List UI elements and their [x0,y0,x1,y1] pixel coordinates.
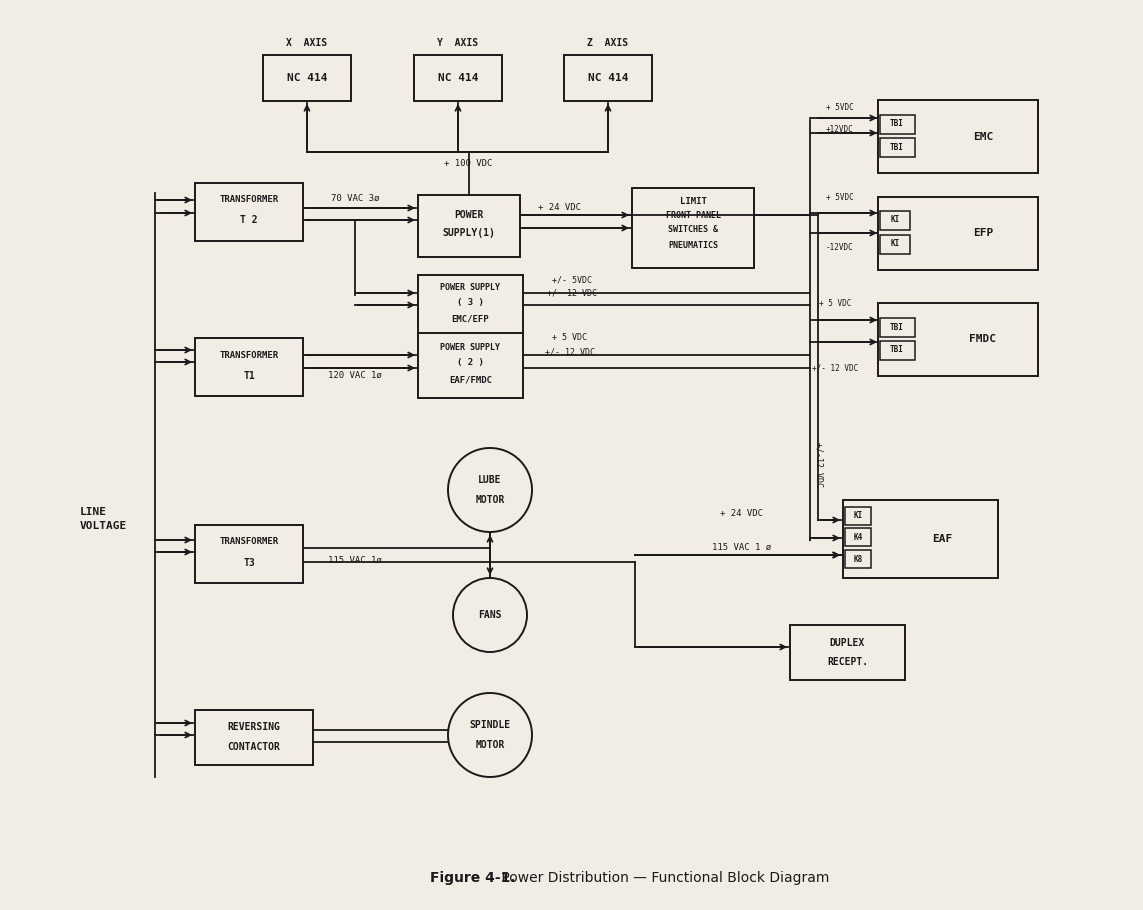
Bar [880,138,916,157]
Text: MOTOR: MOTOR [475,740,505,750]
Text: FANS: FANS [478,610,502,620]
Text: FMDC: FMDC [969,335,997,345]
Text: T3: T3 [243,558,255,568]
Text: LINE: LINE [80,507,107,517]
Text: EAF/FMDC: EAF/FMDC [449,376,491,385]
Text: VOLTAGE: VOLTAGE [80,521,127,531]
Bar [878,303,1038,376]
Text: +/- 5VDC: +/- 5VDC [552,276,592,285]
Text: Y  AXIS: Y AXIS [438,38,479,48]
Bar [844,500,998,578]
Text: ( 2 ): ( 2 ) [457,359,483,368]
Text: X  AXIS: X AXIS [287,38,328,48]
Bar [878,100,1038,173]
Text: NC 414: NC 414 [588,73,629,83]
Bar [195,525,303,583]
Text: KI: KI [890,239,900,248]
Text: + 100 VDC: + 100 VDC [443,158,493,167]
Bar [790,625,905,680]
Text: POWER SUPPLY: POWER SUPPLY [440,342,501,351]
Text: + 24 VDC: + 24 VDC [720,509,764,518]
Text: + 5VDC: + 5VDC [826,104,854,113]
Text: Power Distribution — Functional Block Diagram: Power Distribution — Functional Block Di… [497,871,830,885]
Text: TBI: TBI [890,322,904,331]
Text: EAF: EAF [933,534,952,544]
Text: LUBE: LUBE [478,475,502,485]
Text: Figure 4-1.: Figure 4-1. [430,871,515,885]
Bar [845,507,871,525]
Text: +/-12 VDC: +/-12 VDC [814,442,823,488]
Bar [880,235,910,254]
Text: +/- 12 VDC: +/- 12 VDC [545,348,596,357]
Text: 115 VAC 1ø: 115 VAC 1ø [328,555,382,564]
Text: 115 VAC 1 ø: 115 VAC 1 ø [712,542,772,551]
Text: NC 414: NC 414 [438,73,478,83]
Text: +12VDC: +12VDC [826,126,854,135]
Text: MOTOR: MOTOR [475,495,505,505]
Text: TBI: TBI [890,119,904,128]
Bar [878,197,1038,270]
Text: DUPLEX: DUPLEX [830,638,865,648]
Bar [880,211,910,230]
Text: ( 3 ): ( 3 ) [457,298,483,308]
Text: POWER: POWER [454,210,483,220]
Bar [418,275,523,335]
Text: EFP: EFP [973,228,993,238]
Text: TBI: TBI [890,143,904,151]
Circle shape [453,578,527,652]
Text: REVERSING: REVERSING [227,722,280,732]
Text: +/- 12 VDC: +/- 12 VDC [812,363,858,372]
Text: + 24 VDC: + 24 VDC [538,203,582,211]
Bar [563,55,652,101]
Bar [845,528,871,546]
Circle shape [448,448,531,532]
Text: KI: KI [854,511,863,521]
Text: EMC/EFP: EMC/EFP [451,315,489,323]
Text: SPINDLE: SPINDLE [470,720,511,730]
Bar [195,338,303,396]
Text: TRANSFORMER: TRANSFORMER [219,350,279,359]
Bar [418,333,523,398]
Text: T 2: T 2 [240,215,258,225]
Text: KI: KI [890,216,900,225]
Text: POWER SUPPLY: POWER SUPPLY [440,284,501,292]
Bar [880,341,916,360]
Bar [632,188,754,268]
Text: FRONT PANEL: FRONT PANEL [665,211,720,220]
Bar [880,318,916,337]
Text: +/- 12 VDC: +/- 12 VDC [547,288,597,298]
Text: TBI: TBI [890,346,904,355]
Text: LIMIT: LIMIT [680,197,706,207]
Text: TRANSFORMER: TRANSFORMER [219,196,279,205]
Bar [845,550,871,568]
Text: CONTACTOR: CONTACTOR [227,742,280,752]
Text: + 5 VDC: + 5 VDC [552,333,588,342]
Text: SWITCHES &: SWITCHES & [668,226,718,235]
Text: Z  AXIS: Z AXIS [588,38,629,48]
Text: PNEUMATICS: PNEUMATICS [668,241,718,250]
Text: RECEPT.: RECEPT. [826,657,868,667]
Text: -12VDC: -12VDC [826,244,854,252]
Text: EMC: EMC [973,132,993,141]
Text: K4: K4 [854,532,863,541]
Bar [195,710,313,765]
Text: T1: T1 [243,371,255,381]
Text: 70 VAC 3ø: 70 VAC 3ø [330,194,379,203]
Bar [263,55,351,101]
Bar [418,195,520,257]
Text: TRANSFORMER: TRANSFORMER [219,538,279,547]
Text: + 5VDC: + 5VDC [826,193,854,201]
Text: K8: K8 [854,554,863,563]
Circle shape [448,693,531,777]
Bar [880,115,916,134]
Text: NC 414: NC 414 [287,73,327,83]
Text: + 5 VDC: + 5 VDC [818,298,852,308]
Text: 120 VAC 1ø: 120 VAC 1ø [328,370,382,379]
Bar [414,55,502,101]
Text: SUPPLY(1): SUPPLY(1) [442,228,495,238]
Bar [195,183,303,241]
